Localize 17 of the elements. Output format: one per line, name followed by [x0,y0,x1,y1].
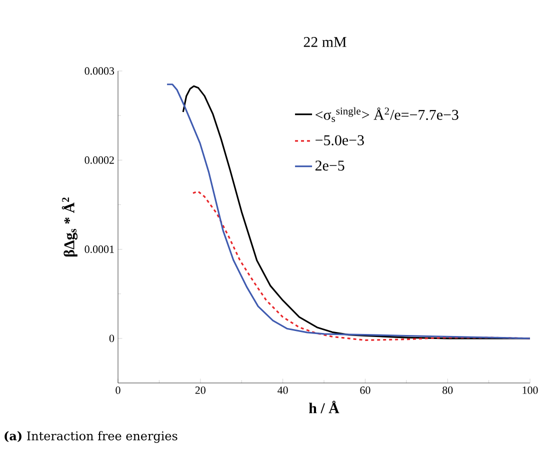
legend-label: <σ$_{s}$$^{single}$> Å$^{2}$/e=−7.7e−3 [316,107,458,122]
x-tick-label: 100 [522,386,538,394]
y-tick-label: 0 [109,334,114,342]
x-axis-title: h / Å [309,400,340,414]
chart-title: 22 mM [304,37,346,47]
y-axis-title: βΔg$_{s}$ * Å$^{2}$ [62,198,78,257]
x-tick-label: 0 [116,386,120,394]
legend-label: −5.0e−3 [316,135,364,146]
legend-label: 2e−5 [315,160,344,171]
y-tick-label: 0.0002 [84,156,114,164]
x-tick-label: 80 [442,386,453,394]
x-tick-label: 40 [278,386,288,394]
x-tick-label: 60 [360,386,370,394]
y-tick-label: 0.0003 [84,67,114,75]
y-tick-label: 0.0001 [84,246,114,253]
x-tick-label: 20 [195,386,206,394]
text: (a) Interaction free energies [4,431,178,443]
